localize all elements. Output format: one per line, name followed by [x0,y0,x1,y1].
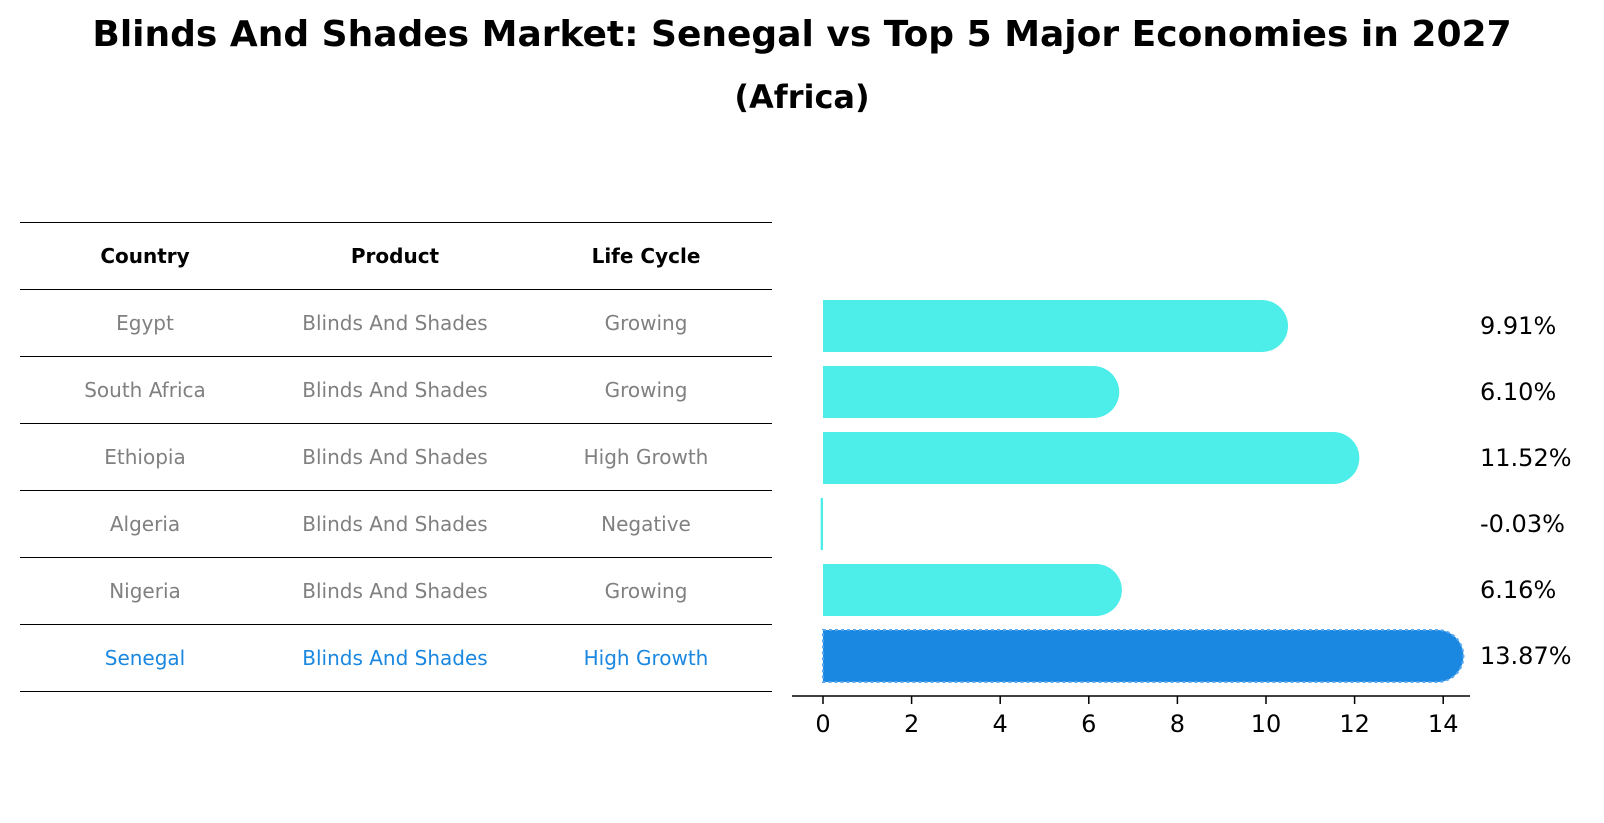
value-label: 9.91% [1480,312,1556,340]
life-cycle-cell: High Growth [583,445,709,469]
value-label: 13.87% [1480,642,1572,670]
x-tick-label: 0 [815,710,830,738]
product-cell: Blinds And Shades [302,311,488,335]
chart-subtitle: (Africa) [734,78,870,116]
product-cell: Blinds And Shades [302,378,488,402]
table-row: Nigeria Blinds And Shades Growing [20,558,772,625]
product-cell: Blinds And Shades [302,646,488,670]
country-cell: Nigeria [109,579,181,603]
country-cell: Ethiopia [104,445,186,469]
bar-south-africa [823,366,1120,418]
country-table: Country Product Life Cycle Egypt Blinds … [20,222,772,692]
table-row: Egypt Blinds And Shades Growing [20,290,772,357]
header-country: Country [100,244,190,268]
bar-nigeria [823,564,1122,616]
value-label: -0.03% [1480,510,1565,538]
x-tick-label: 12 [1339,710,1370,738]
table-row: Algeria Blinds And Shades Negative [20,491,772,558]
bar-egypt [823,300,1289,352]
table-row: Ethiopia Blinds And Shades High Growth [20,424,772,491]
life-cycle-cell: Growing [604,311,688,335]
table-row-highlighted: Senegal Blinds And Shades High Growth [20,625,772,692]
product-cell: Blinds And Shades [302,579,488,603]
table-row: South Africa Blinds And Shades Growing [20,357,772,424]
country-cell: South Africa [84,378,206,402]
x-tick-label: 4 [993,710,1008,738]
x-tick-label: 8 [1170,710,1185,738]
country-cell: Egypt [116,311,174,335]
country-cell: Algeria [109,512,181,536]
product-cell: Blinds And Shades [302,512,488,536]
table-header-row: Country Product Life Cycle [20,222,772,290]
bar-algeria [820,498,823,550]
bar-ethiopia [823,432,1360,484]
bar-senegal [822,629,1465,683]
chart-title: Blinds And Shades Market: Senegal vs Top… [92,14,1512,55]
header-product: Product [350,244,440,268]
value-label: 6.10% [1480,378,1556,406]
x-tick-label: 6 [1081,710,1096,738]
value-label: 6.16% [1480,576,1556,604]
x-tick-label: 14 [1428,710,1459,738]
product-cell: Blinds And Shades [302,445,488,469]
header-life-cycle: Life Cycle [591,244,701,268]
value-label: 11.52% [1480,444,1572,472]
country-cell: Senegal [104,646,186,670]
life-cycle-cell: Growing [604,579,688,603]
life-cycle-cell: Negative [601,512,691,536]
x-tick-label: 10 [1251,710,1282,738]
life-cycle-cell: Growing [604,378,688,402]
life-cycle-cell: High Growth [583,646,709,670]
x-tick-label: 2 [904,710,919,738]
